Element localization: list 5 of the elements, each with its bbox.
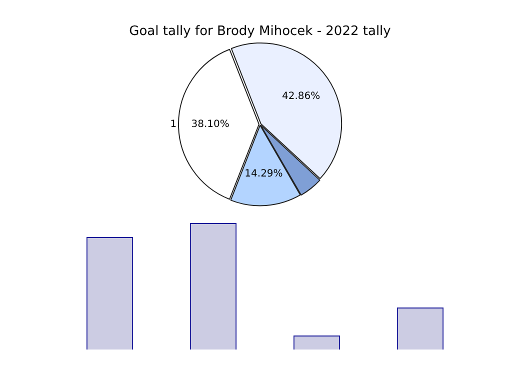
slice-label: 1 (170, 118, 177, 130)
chart-title: Goal tally for Brody Mihocek - 2022 tally (129, 24, 392, 40)
data-label: 14.29% (244, 168, 283, 180)
data-label: 38.10% (191, 118, 230, 130)
data-label: 42.86% (282, 90, 320, 102)
